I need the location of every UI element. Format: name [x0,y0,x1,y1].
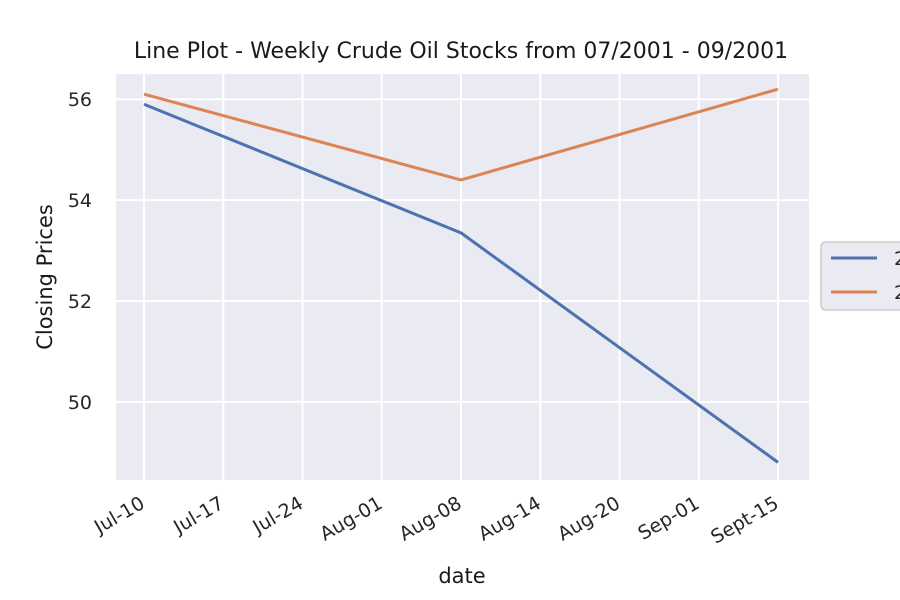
x-tick-label: Aug-14 [475,492,545,545]
x-tick-label: Sept-15 [707,492,782,548]
x-tick-label: Aug-01 [316,492,386,545]
legend-entry-label: 2 [894,248,900,270]
series-line-1 [143,102,779,464]
legend: 22 [820,241,900,311]
plot-area [116,74,809,480]
series-line-2 [143,87,779,182]
y-axis-label: Closing Prices [33,204,57,350]
x-tick-label: Aug-20 [554,492,624,545]
x-axis-ticks: Jul-10 Jul-17 Jul-24 Aug-01 Aug-08 Aug-14 Aug-… [90,492,783,548]
legend-entry-label: 2 [894,282,900,304]
series-layer [143,87,779,464]
legend-box [820,241,900,311]
y-tick-label: 56 [68,89,92,111]
x-tick-label: Jul-24 [248,492,307,539]
x-tick-label: Sep-01 [634,492,703,544]
x-axis-label: date [438,564,485,588]
y-axis-ticks: 50 52 54 56 [68,89,92,414]
y-tick-label: 52 [68,291,92,313]
x-tick-label: Jul-17 [169,492,228,539]
x-tick-label: Jul-10 [90,492,149,539]
y-tick-label: 54 [68,190,92,212]
y-tick-label: 50 [68,392,92,414]
x-tick-label: Aug-08 [395,492,465,545]
chart-title: Line Plot - Weekly Crude Oil Stocks from… [134,39,788,64]
